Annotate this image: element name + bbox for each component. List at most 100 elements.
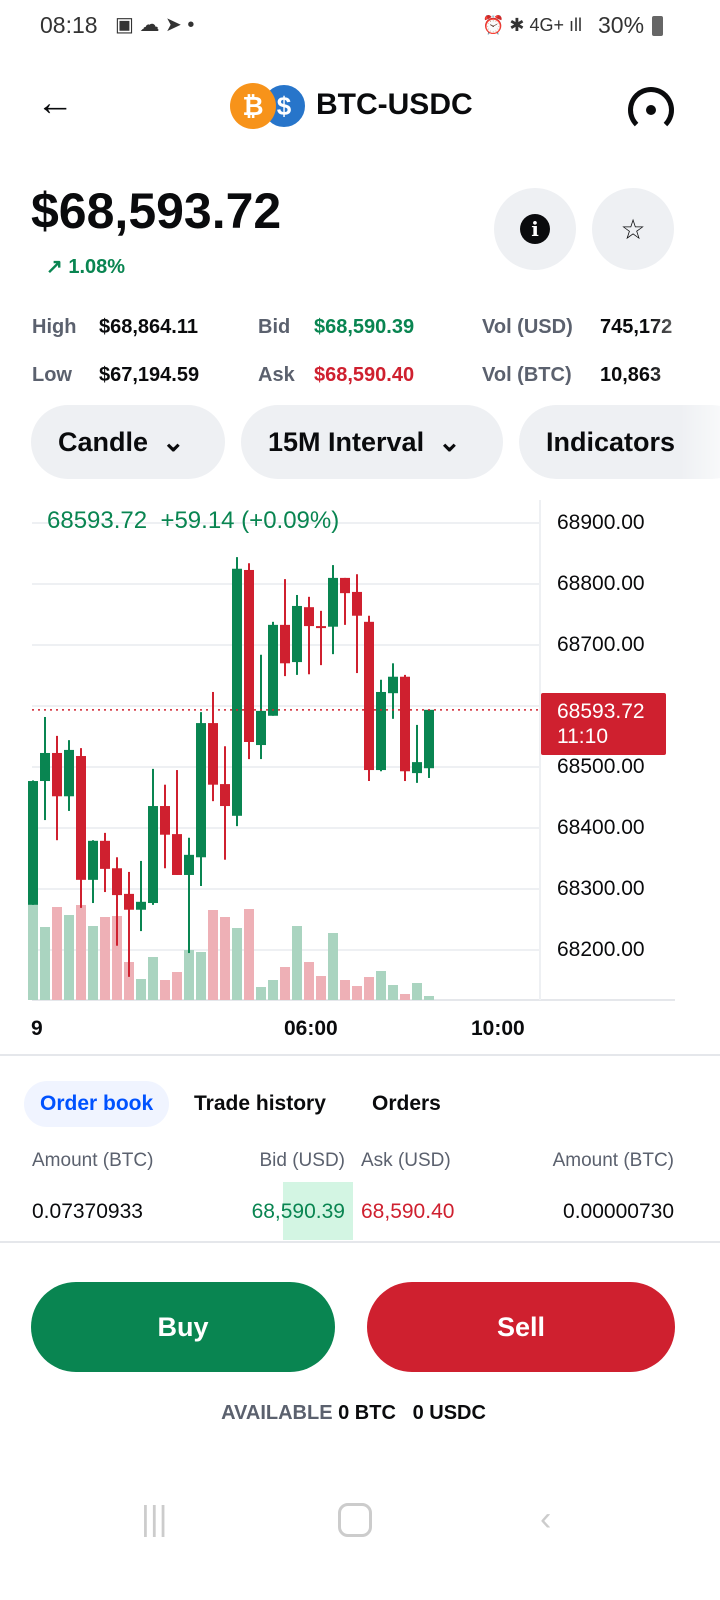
volume-bar [148,957,158,1000]
notification-icons: ▣ ☁ ➤ • [115,14,195,36]
candle-body [28,781,38,905]
back-nav-icon[interactable]: ‹ [540,1500,552,1538]
favorite-button[interactable]: ☆ [592,188,674,270]
candle-body [184,854,194,875]
col-header-bid: Bid (USD) [259,1150,345,1171]
volume-bar [28,905,38,1000]
tab-orders[interactable]: Orders [372,1092,441,1115]
volume-bar [364,977,374,1000]
candlestick-chart[interactable] [0,500,720,1010]
x-tick: 06:00 [284,1017,338,1040]
current-price-tag-value: 68593.72 [557,700,645,723]
volume-bar [40,927,50,1000]
available-btc: 0 BTC [338,1402,396,1424]
info-button[interactable]: i [494,188,576,270]
ask-label: Ask [258,364,295,386]
candle-body [64,749,74,797]
volume-bar [160,980,170,1000]
divider [0,1241,720,1243]
bid-depth-bar [283,1182,353,1240]
tab-trade-history[interactable]: Trade history [194,1092,326,1115]
candle-body [340,577,350,594]
price-change-value: 1.08% [68,256,126,278]
bid-label: Bid [258,316,291,338]
candle-body [256,710,266,746]
tab-order-book[interactable]: Order book [24,1081,170,1127]
candle-body [148,806,158,904]
volume-bar [112,916,122,1000]
volume-bar [256,987,266,1000]
buy-button[interactable]: Buy [31,1282,335,1372]
candle-body [244,569,254,742]
high-label: High [32,316,77,338]
volume-bar [52,907,62,1000]
volume-bar [208,910,218,1000]
candle-body [100,840,110,869]
vol-btc-value: 10,863 [600,364,662,386]
vol-usd-value: 745,172 [600,316,673,338]
available-label: AVAILABLE [221,1402,333,1424]
volume-bar [232,928,242,1000]
volume-bar [196,952,206,1000]
chevron-down-icon: ⌄ [438,426,461,457]
col-header-amount-bid: Amount (BTC) [32,1150,154,1171]
candle-body [400,676,410,772]
ask-value: $68,590.40 [314,364,415,386]
volume-bar [268,980,278,1000]
status-time: 08:18 [40,12,98,38]
chart-type-dropdown[interactable]: Candle ⌄ [31,405,225,479]
volume-bar [328,933,338,1000]
volume-bar [424,996,434,1000]
volume-bar [400,994,410,1000]
volume-bar [292,926,302,1000]
y-tick: 68700.00 [557,633,645,656]
current-price: $68,593.72 [31,183,282,239]
candle-countdown: 11:10 [557,725,608,748]
candle-body [208,723,218,785]
vol-usd-label: Vol (USD) [482,316,573,338]
candle-body [124,893,134,910]
x-tick: 9 [31,1017,43,1040]
bid-price[interactable]: 68,590.39 [251,1200,345,1223]
y-tick: 68900.00 [557,511,645,534]
volume-bar [376,971,386,1000]
y-tick: 68800.00 [557,572,645,595]
sell-button[interactable]: Sell [367,1282,675,1372]
candle-body [196,723,206,858]
col-header-amount-ask: Amount (BTC) [552,1150,674,1171]
candle-body [412,762,422,774]
recent-apps-icon[interactable]: ||| [141,1500,168,1538]
candle-body [352,591,362,616]
volume-bar [184,950,194,1000]
col-header-ask: Ask (USD) [361,1150,451,1171]
pair-title: BTC-USDC [316,88,473,121]
candle-body [280,624,290,664]
candle-body [40,752,50,782]
system-icons: ⏰ ✱ 4G+ ıll [482,15,583,35]
back-arrow-icon[interactable]: ← [36,82,74,124]
available-balance: AVAILABLE 0 BTC 0 USDC [0,1402,707,1425]
volume-bar [304,962,314,1000]
candle-body [316,626,326,629]
chart-legend: 68593.72 +59.14 (+0.09%) [47,507,340,534]
candle-body [88,840,98,880]
volume-bar [244,909,254,1000]
indicators-label: Indicators [546,426,676,457]
volume-bar [352,986,362,1000]
ask-price[interactable]: 68,590.40 [361,1200,455,1223]
interval-dropdown[interactable]: 15M Interval ⌄ [241,405,503,479]
candle-body [328,577,338,627]
candle-body [388,676,398,694]
gauge-icon[interactable] [628,87,674,133]
volume-bar [220,917,230,1000]
low-value: $67,194.59 [99,364,200,386]
candle-body [304,607,314,627]
ask-amount: 0.00000730 [563,1200,674,1223]
btc-icon: ₿ [230,83,276,129]
home-icon[interactable] [338,1503,372,1537]
interval-label: 15M Interval [268,426,425,457]
indicators-dropdown[interactable]: Indicators [519,405,720,479]
candle-body [268,624,278,716]
x-tick: 10:00 [471,1017,525,1040]
candle-body [172,834,182,875]
